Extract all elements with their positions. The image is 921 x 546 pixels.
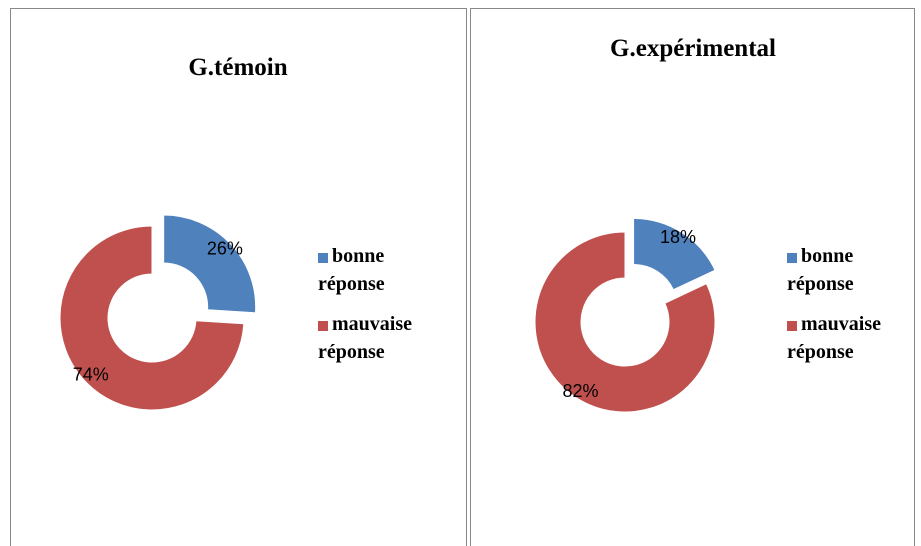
data-label: 74% <box>73 364 109 384</box>
legend-label: bonne réponse <box>318 245 385 295</box>
legend-swatch <box>787 321 797 331</box>
legend-swatch <box>318 321 328 331</box>
donut-slice <box>633 217 716 291</box>
chart-title: G.expérimental <box>610 35 776 62</box>
panel <box>470 8 915 546</box>
data-label: 26% <box>207 238 243 258</box>
legend-label: bonne réponse <box>787 245 854 295</box>
panel <box>10 8 467 546</box>
legend-label: mauvaise réponse <box>318 313 412 363</box>
donut-slice <box>163 214 257 314</box>
data-label: 18% <box>660 227 696 247</box>
donut-slice <box>59 225 245 411</box>
legend-swatch <box>318 253 328 263</box>
donut-slice <box>534 231 716 413</box>
legend-swatch <box>787 253 797 263</box>
data-label: 82% <box>563 381 599 401</box>
legend-label: mauvaise réponse <box>787 313 881 363</box>
chart-title: G.témoin <box>188 54 287 81</box>
